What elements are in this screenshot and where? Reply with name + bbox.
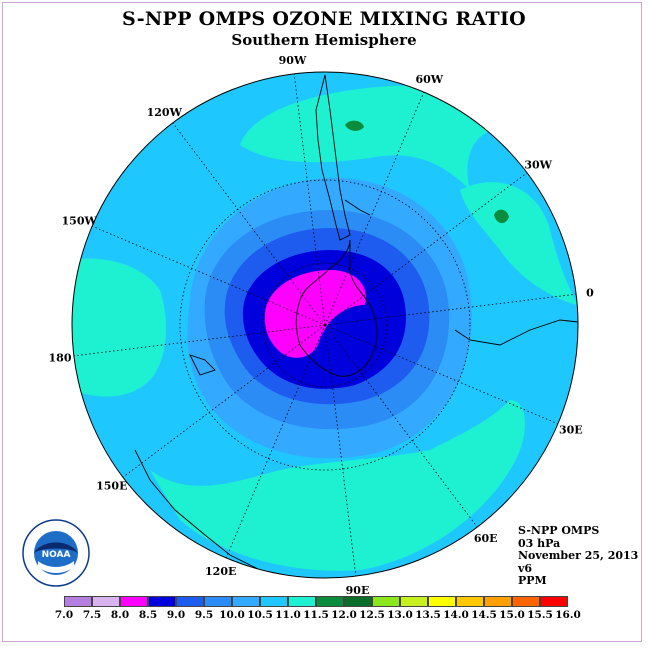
color-scale-tick-12: 13.0 bbox=[387, 609, 413, 621]
ozone-band-east bbox=[460, 182, 578, 305]
longitude-label-8: 150E bbox=[96, 480, 127, 493]
color-scale-tick-8: 11.0 bbox=[275, 609, 301, 621]
latitude-circle-1 bbox=[262, 262, 388, 388]
color-scale-tick-6: 10.0 bbox=[219, 609, 245, 621]
ozone-band-south bbox=[150, 400, 525, 571]
info-block: S-NPP OMPS 03 hPa November 25, 2013 v6 P… bbox=[518, 524, 639, 588]
color-scale-segment-15 bbox=[484, 596, 512, 607]
color-scale-tick-9: 11.5 bbox=[303, 609, 329, 621]
longitude-label-11: 120W bbox=[147, 106, 183, 119]
color-scale-tick-1: 7.5 bbox=[82, 609, 102, 621]
color-scale-segment-12 bbox=[400, 596, 428, 607]
color-scale-segment-7 bbox=[260, 596, 288, 607]
noaa-logo-text: NOAA bbox=[42, 550, 71, 560]
noaa-logo: NOAA bbox=[22, 519, 90, 587]
color-scale-segment-1 bbox=[92, 596, 120, 607]
color-scale-segment-8 bbox=[288, 596, 316, 607]
color-scale-segment-16 bbox=[512, 596, 540, 607]
map-subtitle: Southern Hemisphere bbox=[231, 31, 417, 49]
color-scale-ticks: 7.0 7.5 8.0 8.5 9.0 9.5 10.0 10.5 11.0 11.5 12.0 12… bbox=[0, 609, 648, 623]
longitude-label-9: 180 bbox=[49, 352, 72, 365]
color-scale-segment-2 bbox=[120, 596, 148, 607]
color-scale-segment-3 bbox=[148, 596, 176, 607]
color-scale-segment-13 bbox=[428, 596, 456, 607]
color-scale-tick-5: 9.5 bbox=[194, 609, 214, 621]
color-scale-tick-18: 16.0 bbox=[555, 609, 581, 621]
color-scale-segment-17 bbox=[540, 596, 568, 607]
latitude-circle-2 bbox=[179, 179, 471, 471]
color-scale-segment-10 bbox=[344, 596, 372, 607]
coast-africa bbox=[454, 319, 578, 346]
color-scale-tick-16: 15.0 bbox=[499, 609, 525, 621]
image-frame bbox=[2, 2, 642, 642]
color-scale-tick-10: 12.0 bbox=[331, 609, 357, 621]
color-scale-tick-14: 14.0 bbox=[443, 609, 469, 621]
color-scale-tick-15: 14.5 bbox=[471, 609, 497, 621]
longitude-labels: 90W 60W 30W 0 30E 60E 90E 120E 150E 180 150W 120W bbox=[49, 54, 595, 597]
coast-antarctica bbox=[295, 239, 378, 377]
longitude-label-6: 90E bbox=[346, 584, 370, 597]
coast-island-1 bbox=[189, 354, 216, 376]
color-scale-tick-7: 10.5 bbox=[247, 609, 273, 621]
map-boundary bbox=[71, 71, 579, 579]
longitude-label-4: 30E bbox=[559, 423, 583, 436]
color-scale-segment-4 bbox=[176, 596, 204, 607]
ozone-band-north-top bbox=[240, 85, 520, 190]
color-scale-segment-9 bbox=[316, 596, 344, 607]
color-scale-segment-14 bbox=[456, 596, 484, 607]
longitude-label-2: 30W bbox=[524, 158, 552, 171]
info-instrument: S-NPP OMPS bbox=[518, 524, 600, 537]
coast-south-america bbox=[315, 74, 351, 241]
info-date: November 25, 2013 bbox=[518, 549, 639, 563]
longitude-label-5: 60E bbox=[474, 532, 498, 545]
longitude-label-0: 90W bbox=[279, 54, 307, 67]
color-scale-segment-0 bbox=[64, 596, 92, 607]
color-scale-tick-17: 15.5 bbox=[527, 609, 553, 621]
color-scale-segment-6 bbox=[232, 596, 260, 607]
info-version: v6 bbox=[518, 561, 533, 575]
map-fill bbox=[72, 72, 578, 578]
graticule bbox=[73, 73, 577, 577]
longitude-label-1: 60W bbox=[415, 73, 443, 86]
longitude-label-7: 120E bbox=[205, 565, 236, 578]
map-title: S-NPP OMPS OZONE MIXING RATIO bbox=[121, 8, 527, 30]
color-scale-tick-2: 8.0 bbox=[110, 609, 130, 621]
ozone-spot-green-1 bbox=[345, 120, 364, 131]
color-scale-tick-0: 7.0 bbox=[54, 609, 74, 621]
longitude-label-3: 0 bbox=[586, 287, 594, 300]
color-scale-segment-11 bbox=[372, 596, 400, 607]
longitude-label-10: 150W bbox=[62, 215, 98, 228]
coast-falklands bbox=[344, 199, 371, 216]
ozone-core bbox=[264, 270, 366, 358]
ozone-spot-green-2 bbox=[494, 209, 509, 224]
color-scale-tick-11: 12.5 bbox=[359, 609, 385, 621]
color-scale-bar bbox=[64, 596, 568, 607]
color-scale-tick-3: 8.5 bbox=[138, 609, 158, 621]
ozone-band-west bbox=[72, 258, 166, 397]
color-scale-tick-4: 9.0 bbox=[166, 609, 186, 621]
info-level: 03 hPa bbox=[518, 536, 561, 550]
color-scale-segment-5 bbox=[204, 596, 232, 607]
info-units: PPM bbox=[518, 574, 547, 588]
color-scale-tick-13: 13.5 bbox=[415, 609, 441, 621]
